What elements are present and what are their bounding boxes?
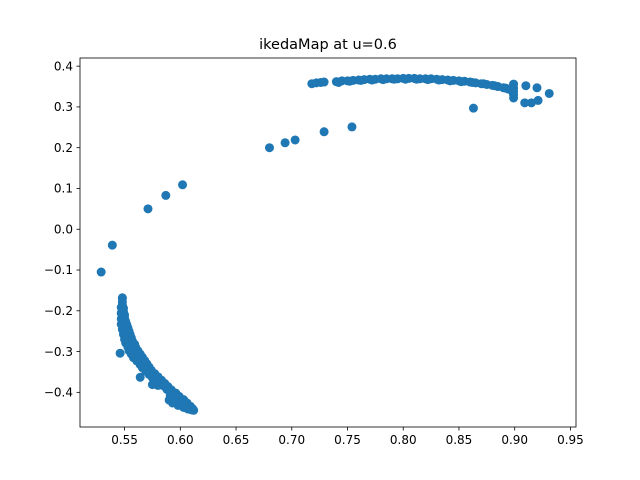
scatter-point [96, 267, 106, 277]
y-tick-label: 0.4 [54, 59, 73, 73]
scatter-point [115, 348, 125, 358]
y-tick-label: 0.1 [54, 182, 73, 196]
chart-title: ikedaMap at u=0.6 [259, 37, 397, 53]
x-tick-label: 0.70 [278, 433, 305, 447]
scatter-point [544, 88, 554, 98]
scatter-point [468, 103, 478, 113]
x-axis: 0.55 0.60 0.65 0.70 0.75 0.80 0.85 0.90 0.95 [111, 427, 584, 447]
y-tick-label: −0.1 [44, 263, 73, 277]
scatter-point [521, 81, 531, 91]
scatter-point [345, 76, 355, 86]
scatter-point [412, 74, 422, 84]
scatter-point [378, 75, 388, 85]
y-tick-label: 0.2 [54, 141, 73, 155]
scatter-point [334, 77, 344, 87]
scatter-point [533, 95, 543, 105]
y-tick-label: −0.4 [44, 386, 73, 400]
scatter-point [319, 127, 329, 137]
scatter-point [367, 75, 377, 85]
scatter-point [478, 79, 488, 89]
scatter-point [456, 77, 466, 87]
y-tick-label: −0.3 [44, 345, 73, 359]
x-tick-label: 0.55 [111, 433, 138, 447]
points-layer [96, 73, 554, 415]
y-axis: 0.4 0.3 0.2 0.1 0.0 −0.1 −0.2 −0.3 −0.4 [44, 59, 80, 400]
scatter-point [116, 303, 126, 313]
scatter-point [532, 83, 542, 93]
x-tick-label: 0.90 [501, 433, 528, 447]
scatter-point [389, 74, 399, 84]
scatter-point [161, 190, 171, 200]
x-tick-label: 0.95 [557, 433, 584, 447]
scatter-point [445, 76, 455, 86]
x-tick-label: 0.75 [334, 433, 361, 447]
scatter-point [135, 372, 145, 382]
scatter-point [107, 240, 117, 250]
scatter-point [505, 84, 515, 94]
plot-area-frame [79, 57, 577, 428]
scatter-point [347, 122, 357, 132]
scatter-point [290, 135, 300, 145]
scatter-point [490, 81, 500, 91]
scatter-point [467, 77, 477, 87]
scatter-point [186, 405, 196, 415]
y-tick-label: 0.0 [54, 222, 73, 236]
scatter-point [434, 75, 444, 85]
scatter-point [143, 204, 153, 214]
scatter-point [520, 98, 530, 108]
scatter-point [400, 74, 410, 84]
x-tick-label: 0.80 [390, 433, 417, 447]
scatter-point [178, 180, 188, 190]
x-tick-label: 0.85 [446, 433, 473, 447]
scatter-point [280, 138, 290, 148]
y-tick-label: 0.3 [54, 100, 73, 114]
x-tick-label: 0.60 [167, 433, 194, 447]
scatter-point [356, 75, 366, 85]
y-tick-label: −0.2 [44, 304, 73, 318]
scatter-point [423, 75, 433, 85]
x-tick-label: 0.65 [223, 433, 250, 447]
scatter-point [264, 143, 274, 153]
scatter-point [319, 77, 329, 87]
